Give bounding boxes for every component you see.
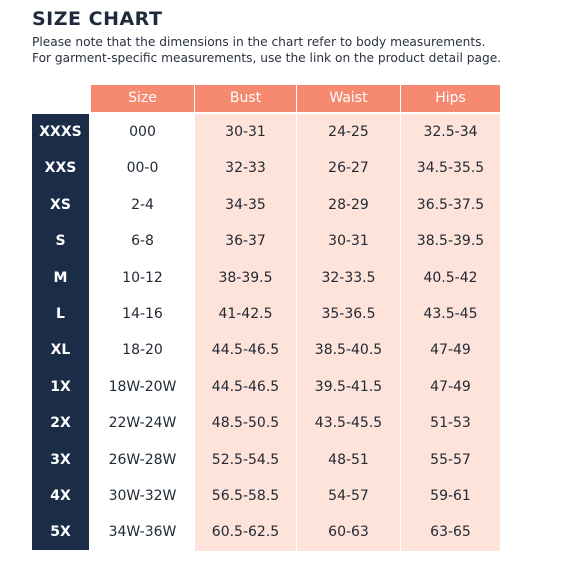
table-row: 10-12 38-39.5 32-33.5 40.5-42 xyxy=(91,259,500,296)
cell-bust: 48.5-50.5 xyxy=(195,405,297,442)
table-row: 18W-20W 44.5-46.5 39.5-41.5 47-49 xyxy=(91,368,500,406)
table-row: 26W-28W 52.5-54.5 48-51 55-57 xyxy=(91,441,500,478)
cell-hips: 43.5-45 xyxy=(401,295,500,333)
cell-size: 22W-24W xyxy=(91,405,195,442)
cell-hips: 47-49 xyxy=(401,368,500,406)
size-label: 4X xyxy=(50,488,71,504)
cell-waist: 28-29 xyxy=(297,186,401,224)
cell-size: 000 xyxy=(91,114,195,151)
size-label: XXS xyxy=(44,160,77,177)
cell-size: 14-16 xyxy=(91,295,195,333)
table-row: 00-0 32-33 26-27 34.5-35.5 xyxy=(91,150,500,187)
cell-waist: 54-57 xyxy=(297,477,401,515)
cell-bust: 52.5-54.5 xyxy=(195,441,297,478)
size-label: S xyxy=(55,233,66,250)
cell-size: 18-20 xyxy=(91,332,195,369)
table-row: 30W-32W 56.5-58.5 54-57 59-61 xyxy=(91,477,500,515)
cell-waist: 32-33.5 xyxy=(297,259,401,296)
size-label: XXXS xyxy=(39,124,82,140)
cell-size: 18W-20W xyxy=(91,368,195,406)
cell-size: 00-0 xyxy=(91,150,195,187)
header-waist: Waist xyxy=(297,85,401,112)
cell-waist: 60-63 xyxy=(297,514,401,551)
table-header: Size Bust Waist Hips xyxy=(91,85,500,112)
cell-hips: 40.5-42 xyxy=(401,259,500,296)
cell-size: 26W-28W xyxy=(91,441,195,478)
cell-bust: 30-31 xyxy=(195,114,297,151)
size-label: XS xyxy=(50,196,71,213)
note-line-2: For garment-specific measurements, use t… xyxy=(32,51,502,65)
cell-hips: 55-57 xyxy=(401,441,500,478)
size-label: L xyxy=(56,306,65,322)
size-label: M xyxy=(53,269,68,286)
table-row: 000 30-31 24-25 32.5-34 xyxy=(91,114,500,151)
table-row: 18-20 44.5-46.5 38.5-40.5 47-49 xyxy=(91,332,500,369)
size-label: 2X xyxy=(50,415,71,432)
note-line-1: Please note that the dimensions in the c… xyxy=(32,35,486,49)
cell-hips: 34.5-35.5 xyxy=(401,150,500,187)
cell-waist: 26-27 xyxy=(297,150,401,187)
cell-waist: 39.5-41.5 xyxy=(297,368,401,406)
cell-bust: 56.5-58.5 xyxy=(195,477,297,515)
table-row: 22W-24W 48.5-50.5 43.5-45.5 51-53 xyxy=(91,405,500,442)
cell-bust: 36-37 xyxy=(195,223,297,260)
table-row: 6-8 36-37 30-31 38.5-39.5 xyxy=(91,223,500,260)
size-label: XL xyxy=(50,342,71,359)
cell-hips: 36.5-37.5 xyxy=(401,186,500,224)
size-label-column: XXXS XXS XS S M L XL 1X 2X 3X 4X 5X xyxy=(32,114,89,550)
cell-waist: 43.5-45.5 xyxy=(297,405,401,442)
header-bust: Bust xyxy=(195,85,297,112)
cell-bust: 44.5-46.5 xyxy=(195,368,297,406)
cell-bust: 38-39.5 xyxy=(195,259,297,296)
cell-size: 6-8 xyxy=(91,223,195,260)
cell-bust: 34-35 xyxy=(195,186,297,224)
cell-bust: 60.5-62.5 xyxy=(195,514,297,551)
cell-waist: 48-51 xyxy=(297,441,401,478)
cell-waist: 24-25 xyxy=(297,114,401,151)
cell-waist: 38.5-40.5 xyxy=(297,332,401,369)
cell-hips: 51-53 xyxy=(401,405,500,442)
cell-bust: 41-42.5 xyxy=(195,295,297,333)
cell-size: 34W-36W xyxy=(91,514,195,551)
page-title: SIZE CHART xyxy=(32,8,163,30)
size-label: 5X xyxy=(50,524,71,541)
cell-waist: 35-36.5 xyxy=(297,295,401,333)
cell-hips: 47-49 xyxy=(401,332,500,369)
table-row: 14-16 41-42.5 35-36.5 43.5-45 xyxy=(91,295,500,333)
cell-bust: 32-33 xyxy=(195,150,297,187)
header-size: Size xyxy=(91,85,195,112)
size-label: 3X xyxy=(50,451,71,468)
table-row: 2-4 34-35 28-29 36.5-37.5 xyxy=(91,186,500,224)
cell-size: 2-4 xyxy=(91,186,195,224)
cell-bust: 44.5-46.5 xyxy=(195,332,297,369)
cell-hips: 59-61 xyxy=(401,477,500,515)
size-label: 1X xyxy=(50,378,71,395)
cell-hips: 32.5-34 xyxy=(401,114,500,151)
size-table: 000 30-31 24-25 32.5-34 00-0 32-33 26-27 34.5-3… xyxy=(91,114,500,551)
table-row: 34W-36W 60.5-62.5 60-63 63-65 xyxy=(91,514,500,551)
cell-hips: 38.5-39.5 xyxy=(401,223,500,260)
header-hips: Hips xyxy=(435,90,466,106)
cell-size: 10-12 xyxy=(91,259,195,296)
cell-waist: 30-31 xyxy=(297,223,401,260)
cell-hips: 63-65 xyxy=(401,514,500,551)
cell-size: 30W-32W xyxy=(91,477,195,515)
